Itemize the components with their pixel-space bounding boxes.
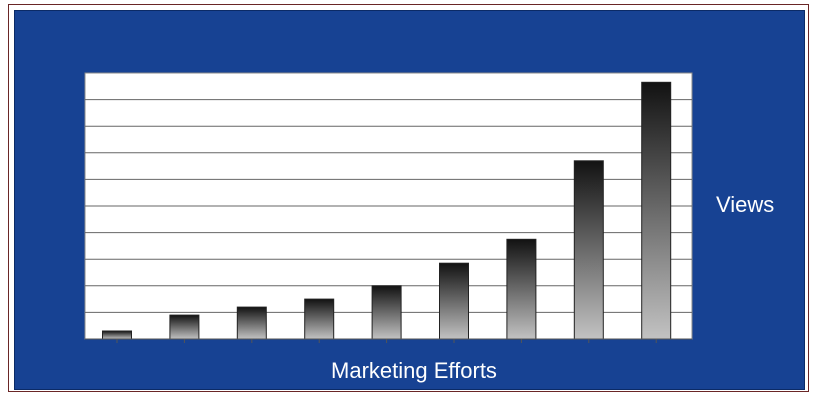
bar-2 [169,314,200,340]
bar-4 [304,298,335,340]
bar-5 [371,285,402,340]
bar-6 [439,262,469,340]
x-axis-label: Marketing Efforts [331,358,497,383]
bar-7 [506,238,537,340]
bar-3 [236,306,267,340]
bars [102,81,672,343]
bar-1 [102,330,132,340]
bar-8 [573,160,604,340]
y-axis-label: Views [716,192,774,217]
bar-9 [641,81,672,340]
